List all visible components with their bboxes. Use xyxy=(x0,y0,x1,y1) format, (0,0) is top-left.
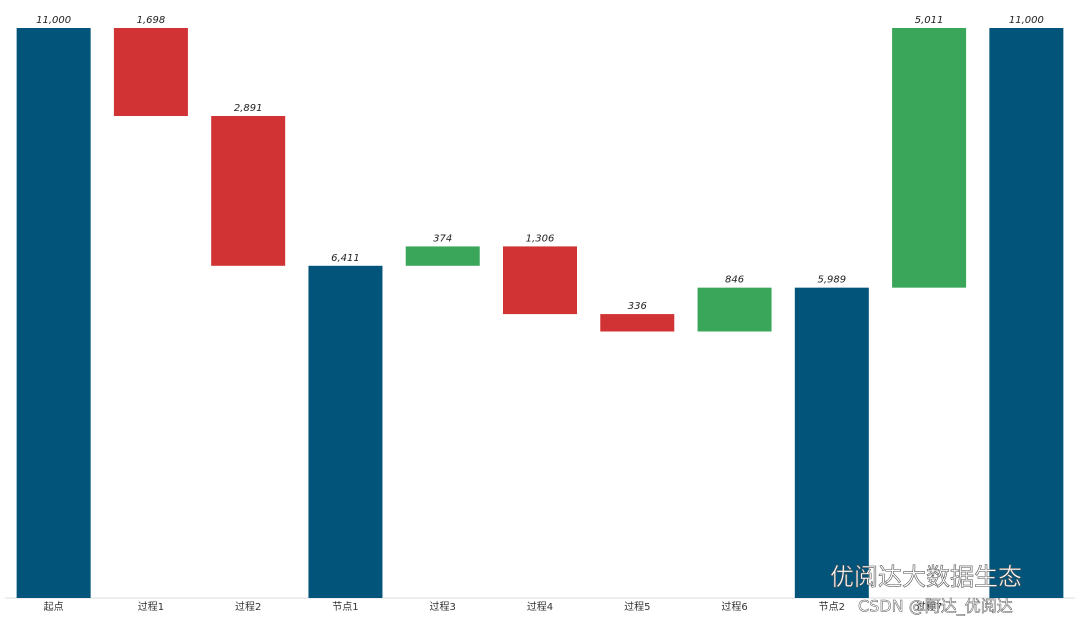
x-tick-label: 起点 xyxy=(44,601,64,613)
x-tick-label: 过程2 xyxy=(235,600,261,613)
value-label: 5,011 xyxy=(915,15,944,26)
x-tick-label: 过程1 xyxy=(138,600,164,613)
bar xyxy=(892,28,967,288)
value-label: 374 xyxy=(433,233,452,244)
value-label: 1,698 xyxy=(137,15,166,26)
x-tick-label: 过程4 xyxy=(527,600,553,613)
x-tick-label: 过程3 xyxy=(430,600,456,613)
bar xyxy=(211,115,286,266)
bar xyxy=(503,246,577,315)
x-tick-label: 节点1 xyxy=(332,601,358,613)
value-label: 11,000 xyxy=(1009,15,1044,26)
watermark: CSDN @阿达_优阅达 xyxy=(858,597,1013,617)
bar xyxy=(308,265,383,598)
value-label: 1,306 xyxy=(526,233,555,244)
x-tick-label: 节点2 xyxy=(819,601,845,613)
value-label: 5,989 xyxy=(817,275,846,286)
value-label: 6,411 xyxy=(331,253,360,264)
bar xyxy=(16,28,91,598)
value-label: 11,000 xyxy=(36,15,71,26)
bar xyxy=(600,314,675,332)
value-label: 846 xyxy=(725,275,744,286)
x-tick-label: 过程6 xyxy=(721,600,747,613)
bar xyxy=(113,28,188,116)
x-tick-label: 过程5 xyxy=(624,600,650,613)
value-label: 336 xyxy=(628,301,647,312)
bar xyxy=(405,246,480,266)
bar xyxy=(697,287,772,332)
bar xyxy=(989,28,1064,598)
value-label: 2,891 xyxy=(234,103,263,114)
bar xyxy=(794,287,869,598)
watermark: 优阅达大数据生态 xyxy=(830,563,1022,591)
x-tick-label: 过程7 xyxy=(916,600,942,613)
